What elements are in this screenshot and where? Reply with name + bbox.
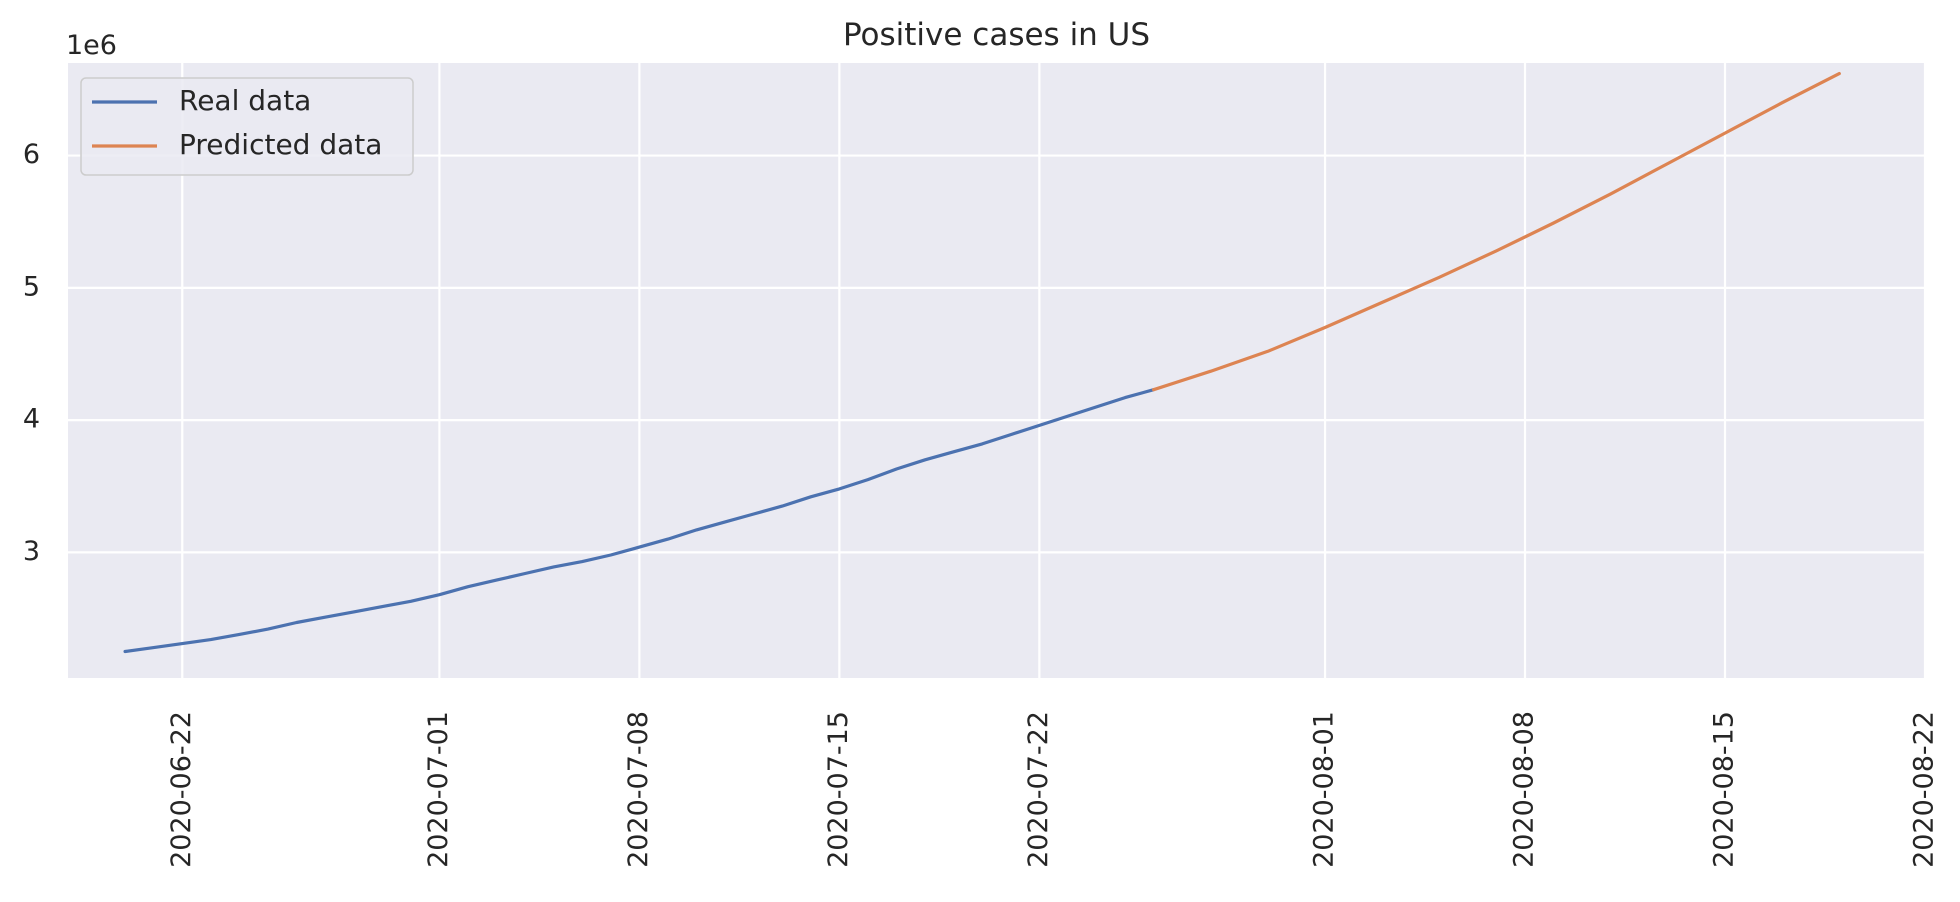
x-tick-label: 2020-08-08 [1509, 711, 1540, 868]
y-tick-labels: 3 4 5 6 [23, 139, 40, 567]
legend-label: Predicted data [179, 128, 382, 161]
y-tick-label: 6 [23, 139, 40, 170]
legend: Real data Predicted data [80, 77, 414, 176]
x-tick-label: 2020-08-01 [1309, 711, 1340, 868]
x-tick-label: 2020-07-01 [423, 711, 454, 868]
real-data-line [123, 388, 1156, 654]
x-tick-label: 2020-08-22 [1909, 711, 1940, 868]
x-tick-label: 2020-08-15 [1709, 711, 1740, 868]
x-tick-label: 2020-07-15 [823, 711, 854, 868]
y-tick-label: 5 [23, 271, 40, 302]
legend-label: Real data [179, 84, 311, 117]
y-axis-offset-label: 1e6 [66, 30, 117, 61]
y-tick-label: 4 [23, 404, 40, 435]
x-tick-label: 2020-07-22 [1023, 711, 1054, 868]
y-gridlines [68, 154, 1925, 554]
series-layer [123, 71, 1841, 654]
y-tick-label: 3 [23, 536, 40, 567]
x-tick-labels: 2020-06-22 2020-07-01 2020-07-08 2020-07-15… [166, 711, 1940, 868]
legend-box [80, 77, 414, 176]
predicted-data-line [1151, 71, 1841, 392]
x-tick-label: 2020-06-22 [166, 711, 197, 868]
x-tick-label: 2020-07-08 [623, 711, 654, 868]
chart-title: Positive cases in US [843, 17, 1150, 53]
